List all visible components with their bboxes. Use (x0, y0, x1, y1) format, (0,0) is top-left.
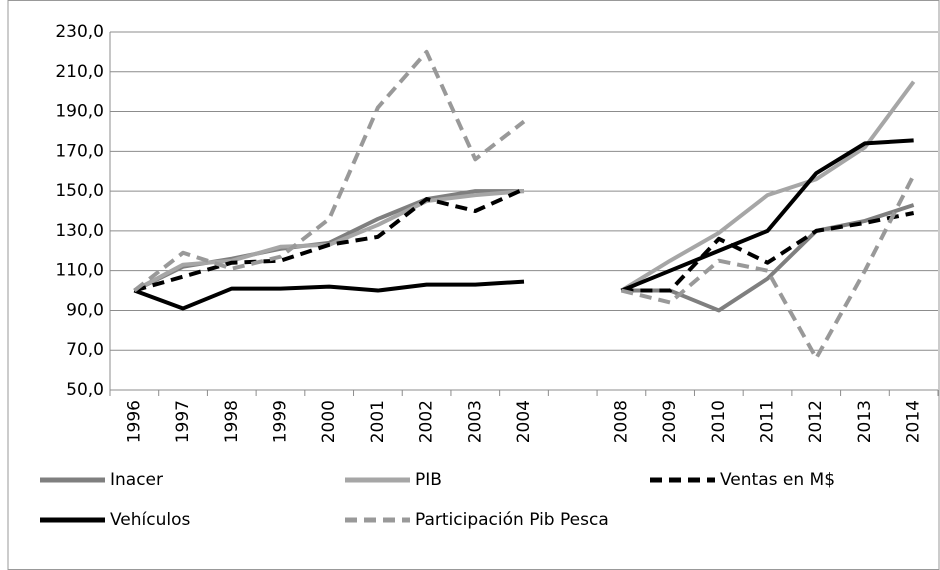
series-line (133, 189, 915, 313)
legend-label: Inacer (110, 470, 163, 490)
x-tick-label: 2013 (855, 400, 875, 443)
y-tick-label: 110,0 (55, 261, 104, 281)
x-tick-label: 2002 (417, 400, 437, 443)
x-tick-label: 2014 (904, 400, 924, 443)
x-tick-label: 2012 (806, 400, 826, 443)
legend-label: PIB (415, 470, 442, 490)
x-tick-label: 2010 (709, 400, 729, 443)
x-tick-label: 2001 (368, 400, 388, 443)
x-tick-label: 1999 (270, 400, 290, 443)
y-tick-label: 130,0 (55, 221, 104, 241)
x-tick-label: 2011 (758, 400, 778, 443)
x-tick-label: 1997 (173, 400, 193, 443)
y-tick-label: 210,0 (55, 62, 104, 82)
y-tick-label: 50,0 (66, 380, 104, 400)
x-tick-label: 2004 (514, 400, 534, 443)
legend-label: Ventas en M$ (720, 470, 835, 490)
x-tick-label: 2000 (319, 400, 339, 443)
y-tick-label: 190,0 (55, 102, 104, 122)
series-line (133, 49, 916, 361)
y-tick-label: 150,0 (55, 181, 104, 201)
y-tick-label: 70,0 (66, 340, 104, 360)
y-tick-label: 170,0 (55, 141, 104, 161)
x-tick-label: 1998 (222, 400, 242, 443)
legend-label: Vehículos (110, 510, 191, 530)
series-line (133, 80, 916, 293)
x-tick-label: 2009 (660, 400, 680, 443)
x-tick-label: 2003 (465, 400, 485, 443)
series-line (133, 138, 914, 311)
y-tick-label: 230,0 (55, 22, 104, 42)
x-tick-label: 2008 (611, 400, 631, 443)
series-line (133, 187, 915, 293)
y-tick-label: 90,0 (66, 300, 104, 320)
legend-label: Participación Pib Pesca (415, 510, 609, 530)
x-tick-label: 1996 (124, 400, 144, 443)
